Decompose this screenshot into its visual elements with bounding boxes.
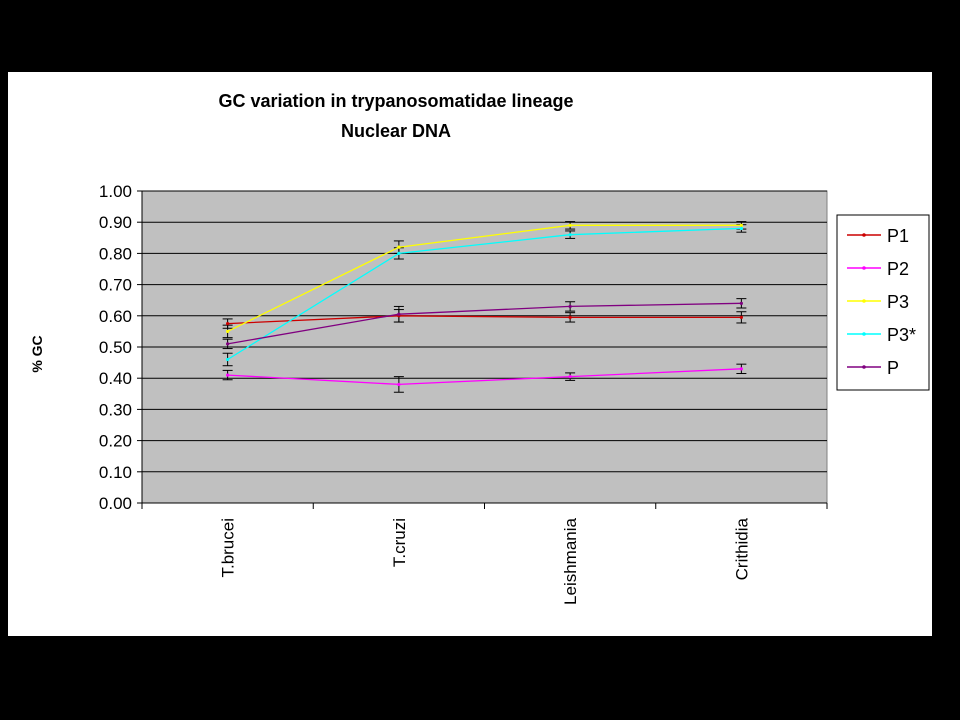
- series-line: [227, 227, 742, 361]
- legend-label: P1: [887, 226, 909, 246]
- data-point: [739, 367, 743, 371]
- legend-marker: [862, 233, 866, 237]
- data-point: [397, 382, 401, 387]
- data-point: [739, 301, 743, 305]
- y-tick-label: 0.90: [99, 213, 132, 232]
- data-point: [226, 373, 230, 377]
- y-tick-label: 1.00: [99, 182, 132, 201]
- data-point: [397, 251, 401, 255]
- legend-label: P3: [887, 292, 909, 312]
- chart-panel: GC variation in trypanosomatidae lineage…: [8, 72, 932, 636]
- data-point: [568, 304, 572, 309]
- data-point: [226, 322, 230, 326]
- data-point: [568, 315, 572, 319]
- legend-label: P3*: [887, 325, 916, 345]
- chart-title: GC variation in trypanosomatidae lineage: [218, 91, 573, 111]
- data-point: [226, 357, 230, 362]
- y-tick-label: 0.40: [99, 369, 132, 388]
- data-point: [397, 245, 401, 249]
- legend-marker: [862, 332, 866, 336]
- data-point: [568, 375, 572, 379]
- chart-subtitle: Nuclear DNA: [341, 121, 451, 141]
- series-line: [227, 302, 742, 345]
- y-axis-label: % GC: [29, 335, 45, 372]
- x-category-label: Leishmania: [561, 517, 580, 604]
- series-line: [227, 368, 742, 386]
- data-point: [739, 315, 743, 319]
- x-category-label: Crithidia: [732, 517, 751, 580]
- series-line: [227, 315, 742, 325]
- x-category-label: T.brucei: [219, 518, 238, 578]
- data-point: [397, 312, 401, 316]
- y-tick-label: 0.30: [99, 400, 132, 419]
- data-point: [226, 329, 230, 333]
- legend: P1 P2 P3 P3* P: [836, 214, 930, 391]
- y-tick-label: 0.20: [99, 432, 132, 451]
- y-tick-label: 0.80: [99, 244, 132, 263]
- legend-marker: [862, 365, 866, 369]
- chart-svg: GC variation in trypanosomatidae lineage…: [29, 91, 930, 605]
- data-point: [568, 223, 572, 227]
- series-line: [227, 224, 742, 332]
- legend-box: [836, 214, 930, 391]
- legend-label: P: [887, 358, 899, 378]
- x-category-label: T.cruzi: [390, 518, 409, 567]
- y-tick-label: 0.60: [99, 307, 132, 326]
- data-point: [226, 342, 230, 346]
- y-tick-label: 0.50: [99, 338, 132, 357]
- legend-marker: [862, 299, 866, 303]
- data-point: [739, 226, 743, 231]
- y-tick-label: 0.10: [99, 463, 132, 482]
- plot-area: 0.00 0.10 0.20 0.30 0.40 0.50 0.60 0.70 0.80 0.90…: [99, 182, 828, 605]
- data-point: [568, 233, 572, 237]
- legend-label: P2: [887, 259, 909, 279]
- y-tick-label: 0.70: [99, 276, 132, 295]
- legend-marker: [862, 266, 866, 270]
- y-tick-label: 0.00: [99, 494, 132, 513]
- data-point: [739, 223, 743, 227]
